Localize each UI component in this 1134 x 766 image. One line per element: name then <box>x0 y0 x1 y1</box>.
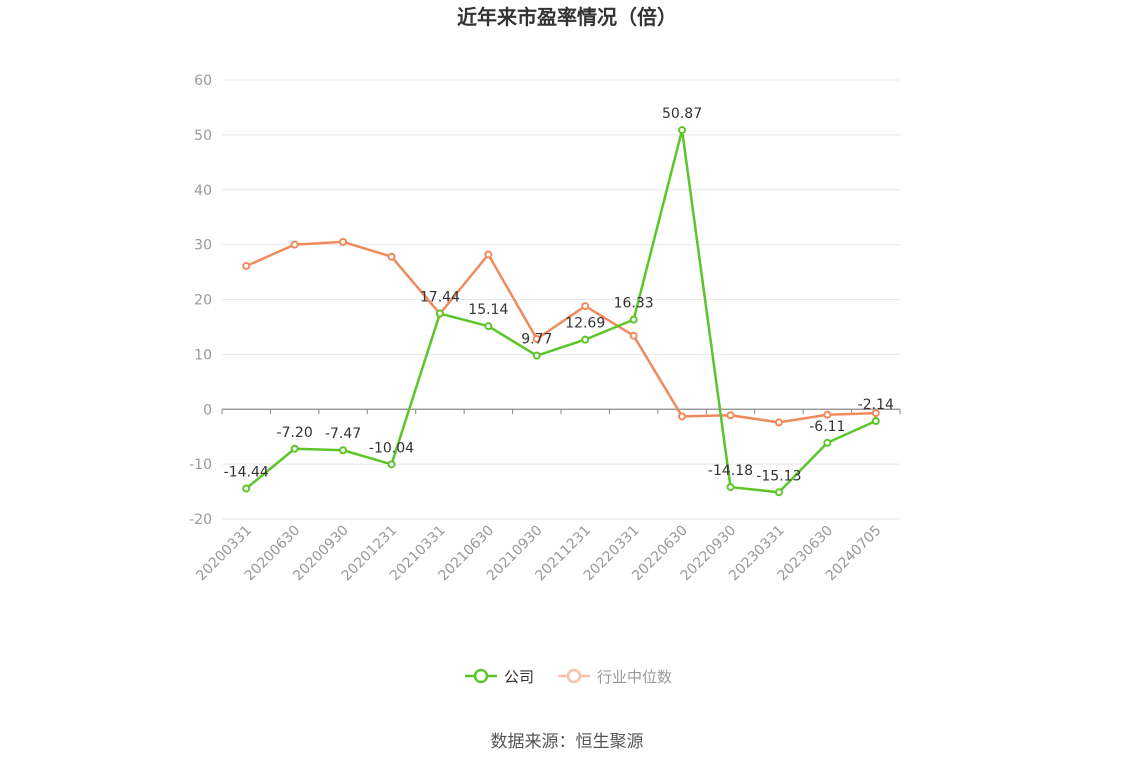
data-label: 50.87 <box>662 106 702 122</box>
grid-lines <box>222 79 900 520</box>
y-tick-label: 10 <box>194 347 212 363</box>
data-point <box>242 262 251 271</box>
data-label: 17.44 <box>420 290 460 306</box>
x-axis <box>221 408 901 415</box>
legend-item-0[interactable]: 公司 <box>465 668 534 686</box>
legend[interactable]: 公司 行业中位数 <box>465 668 672 686</box>
series-line-0 <box>245 128 877 494</box>
data-point <box>290 444 299 453</box>
x-axis-ticks: 2020033120200630202009302020123120210331… <box>193 523 884 585</box>
data-point <box>532 351 541 360</box>
data-point <box>629 315 638 324</box>
data-label: 9.77 <box>521 332 552 348</box>
data-point <box>339 446 348 455</box>
data-label: -14.18 <box>708 463 753 479</box>
data-point <box>678 126 687 135</box>
data-label: -14.44 <box>224 464 269 480</box>
data-label: -2.14 <box>858 397 894 413</box>
data-point <box>871 416 880 425</box>
data-point <box>726 483 735 492</box>
data-point <box>290 240 299 249</box>
data-point <box>823 438 832 447</box>
legend-label: 行业中位数 <box>597 668 672 686</box>
legend-item-1[interactable]: 行业中位数 <box>558 668 672 686</box>
y-tick-label: 20 <box>194 293 212 309</box>
chart-title: 近年来市盈率情况（倍） <box>457 5 677 29</box>
data-point <box>484 322 493 331</box>
data-label: -10.04 <box>369 440 414 456</box>
data-point <box>629 331 638 340</box>
data-label: 15.14 <box>468 302 508 318</box>
y-tick-label: 50 <box>194 128 212 144</box>
data-label: 16.33 <box>614 296 654 312</box>
data-point <box>435 309 444 318</box>
data-labels: -14.44 -7.20 -7.47 -10.04 17.44 15.14 9.77 12.6… <box>224 106 894 484</box>
data-point <box>774 418 783 427</box>
series-lines <box>242 126 880 497</box>
data-point <box>532 335 541 344</box>
data-point <box>871 409 880 418</box>
data-label: 12.69 <box>565 316 605 332</box>
y-tick-label: 0 <box>203 402 212 418</box>
data-point <box>339 237 348 246</box>
data-point <box>242 484 251 493</box>
data-label: -6.11 <box>809 419 845 435</box>
y-tick-label: -10 <box>189 457 212 473</box>
data-point <box>387 252 396 261</box>
data-point <box>484 250 493 259</box>
series-line-1 <box>245 240 876 424</box>
y-tick-label: -20 <box>189 512 212 528</box>
y-tick-label: 30 <box>194 238 212 254</box>
data-point <box>823 410 832 419</box>
y-tick-label: 40 <box>194 183 212 199</box>
data-point <box>726 411 735 420</box>
legend-swatch-marker <box>473 668 489 684</box>
data-point <box>774 488 783 497</box>
legend-swatch-marker <box>566 668 582 684</box>
y-axis-ticks: 60 50 40 30 20 10 0 -10 -20 <box>189 73 212 528</box>
data-point <box>678 412 687 421</box>
data-point <box>581 302 590 311</box>
legend-label: 公司 <box>504 668 534 686</box>
data-label: -7.20 <box>277 425 313 441</box>
data-point <box>581 335 590 344</box>
data-source: 数据来源：恒生聚源 <box>491 732 644 752</box>
data-point <box>387 460 396 469</box>
y-tick-label: 60 <box>194 73 212 89</box>
data-label: -15.13 <box>756 468 801 484</box>
data-label: -7.47 <box>325 426 361 442</box>
